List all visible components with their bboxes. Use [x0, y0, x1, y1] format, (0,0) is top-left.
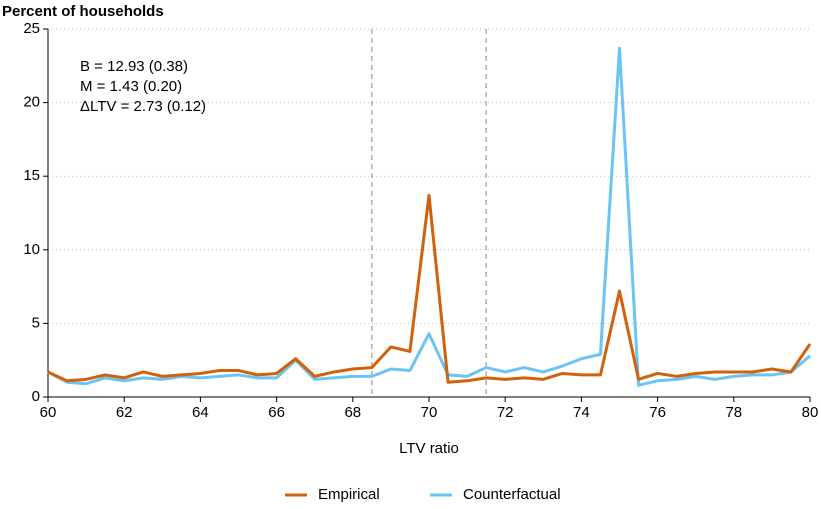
data-line — [47, 46, 811, 387]
legend-label: Empirical — [318, 486, 380, 503]
y-tick-label: 10 — [23, 241, 40, 258]
x-axis-label: LTV ratio — [399, 440, 459, 457]
x-tick-label: 62 — [116, 404, 133, 421]
x-tick-label: 74 — [573, 404, 590, 421]
y-tick-label: 15 — [23, 167, 40, 184]
x-tick-label: 78 — [725, 404, 742, 421]
annotation: M = 1.43 (0.20) — [80, 78, 182, 95]
y-tick-label: 20 — [23, 94, 40, 111]
data-line — [47, 193, 812, 384]
x-tick-label: 60 — [40, 404, 57, 421]
chart-title: Percent of households — [2, 3, 164, 20]
x-tick-label: 76 — [649, 404, 666, 421]
y-tick-label: 5 — [32, 314, 40, 331]
legend-label: Counterfactual — [463, 486, 561, 503]
y-tick-label: 25 — [23, 20, 40, 37]
x-tick-label: 68 — [344, 404, 361, 421]
x-tick-label: 72 — [497, 404, 514, 421]
x-tick-label: 66 — [268, 404, 285, 421]
x-tick-label: 80 — [802, 404, 819, 421]
annotation: B = 12.93 (0.38) — [80, 58, 188, 75]
x-tick-label: 64 — [192, 404, 209, 421]
y-tick-label: 0 — [32, 388, 40, 405]
x-tick-label: 70 — [421, 404, 438, 421]
annotation: ΔLTV = 2.73 (0.12) — [80, 98, 206, 115]
